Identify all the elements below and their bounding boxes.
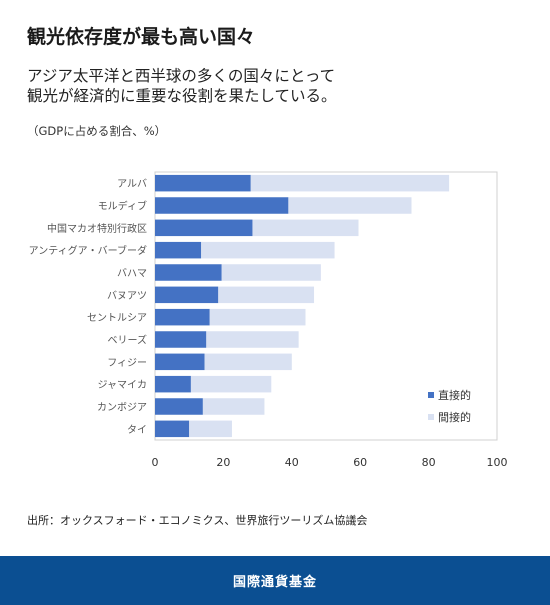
chart-title: 観光依存度が最も高い国々 [27,26,256,48]
x-tick-label: 20 [216,456,230,469]
bar-direct [155,241,202,259]
category-label: セントルシア [87,312,147,324]
bar-direct [155,375,191,393]
bar-direct [155,308,210,326]
bar-indirect [250,174,450,192]
bar-chart: アルバモルディブ中国マカオ特別行政区アンティグア・バーブーダバハマバヌアツセント… [29,171,508,469]
x-tick-label: 100 [487,456,508,469]
subtitle-line-1: アジア太平洋と西半球の多くの国々にとって [27,67,336,85]
category-label: フィジー [107,358,147,369]
x-tick-label: 0 [152,456,159,469]
bar-indirect [209,308,306,326]
x-tick-label: 60 [353,456,367,469]
category-label: バヌアツ [107,290,147,302]
category-label: ジャマイカ [98,379,148,391]
bar-indirect [252,219,359,237]
legend-swatch [428,392,434,398]
footer-bar: 国際通貨基金 [0,556,550,605]
category-label: タイ [127,424,147,436]
bar-indirect [206,331,299,348]
x-tick-label: 80 [422,456,436,469]
bar-indirect [190,375,272,393]
category-label: カンボジア [97,402,147,414]
bar-indirect [218,286,315,304]
bar-direct [155,219,253,237]
bar-direct [155,174,251,192]
bar-direct [155,264,222,281]
category-label: バハマ [117,268,147,280]
legend-label: 直接的 [438,388,471,402]
plot-frame [154,171,498,441]
chart-subtitle: アジア太平洋と西半球の多くの国々にとって 観光が経済的に重要な役割を果たしている… [27,66,527,106]
category-label: 中国マカオ特別行政区 [47,222,147,235]
footer-org: 国際通貨基金 [232,575,317,590]
bar-indirect [221,264,321,281]
bar-indirect [204,353,292,371]
source-note: 出所：オックスフォード・エコノミクス、世界旅行ツーリズム協議会 [27,514,368,527]
bar-direct [155,197,289,214]
bar-direct [155,398,203,415]
category-label: アンティグア・バーブーダ [29,244,147,257]
bar-indirect [201,241,335,259]
unit-label: （GDPに占める割合、%） [27,124,167,138]
bar-direct [155,286,219,304]
bar-direct [155,353,205,371]
bar-indirect [288,197,412,214]
category-label: アルバ [117,178,147,190]
category-label: モルディブ [98,200,147,213]
bar-indirect [202,398,265,415]
bar-indirect [189,420,232,438]
legend-swatch [428,414,434,420]
x-tick-label: 40 [285,456,299,469]
bar-direct [155,420,190,438]
subtitle-line-2: 観光が経済的に重要な役割を果たしている。 [27,87,337,105]
legend-label: 間接的 [438,410,471,424]
category-label: ベリーズ [108,334,148,347]
bar-direct [155,331,207,348]
